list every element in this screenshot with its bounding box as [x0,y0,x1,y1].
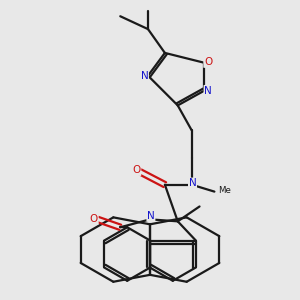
Text: O: O [132,165,141,175]
Text: Me: Me [218,186,231,195]
Text: N: N [189,178,196,188]
Text: N: N [141,71,148,81]
Text: O: O [90,214,98,224]
Text: N: N [147,211,155,221]
Text: N: N [204,85,212,96]
Text: O: O [204,57,212,67]
